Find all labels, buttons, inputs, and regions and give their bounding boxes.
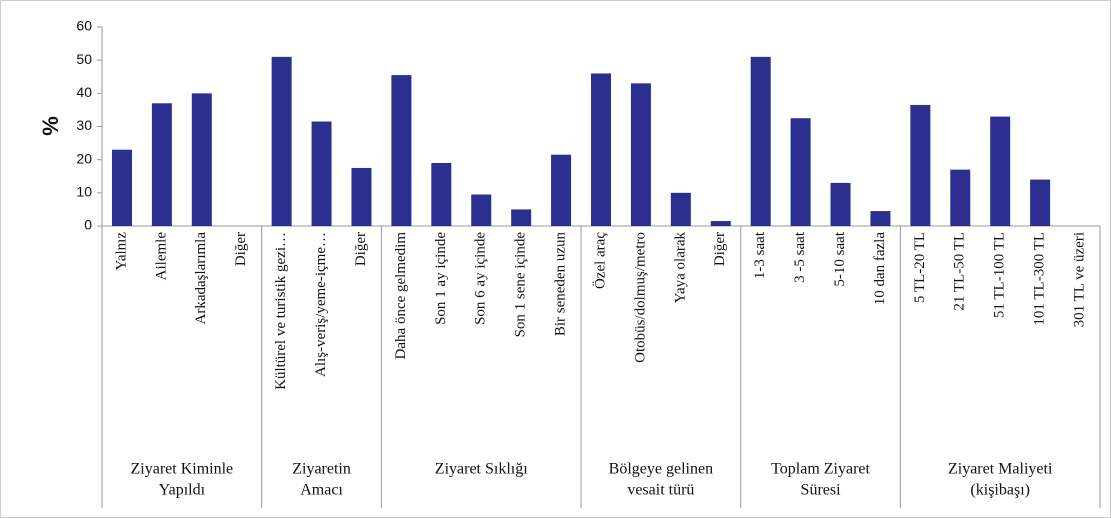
bar xyxy=(191,93,212,226)
x-tick-label: Yalnız xyxy=(113,232,129,271)
group-label: Ziyaretin xyxy=(292,461,351,478)
bar xyxy=(271,56,292,226)
x-tick-label: 1-3 saat xyxy=(752,231,768,279)
bar xyxy=(630,83,651,226)
bar xyxy=(591,73,611,226)
x-tick-label: Alış-veriş/yeme-içme… xyxy=(313,232,329,377)
group-label: Ziyaret Sıklığı xyxy=(435,461,528,478)
bar xyxy=(910,104,931,226)
group-label: Yapıldı xyxy=(159,482,206,499)
bar xyxy=(710,221,731,226)
x-tick-label: 301 TL ve üzeri xyxy=(1071,232,1087,327)
bar xyxy=(950,169,971,226)
x-tick-label: Bir seneden uzun xyxy=(553,232,569,337)
x-tick-label: Özel araç xyxy=(591,232,608,289)
y-tick-label: 10 xyxy=(76,184,92,200)
bar xyxy=(431,162,452,226)
x-tick-label: Kültürel ve turistik gezi… xyxy=(273,232,289,390)
y-tick-label: 20 xyxy=(76,150,92,166)
bar xyxy=(471,194,492,226)
bar xyxy=(511,209,532,226)
bar xyxy=(1030,179,1051,226)
x-tick-label: 101 TL-300 TL xyxy=(1032,232,1048,326)
x-tick-label: 10 dan fazla xyxy=(872,232,888,306)
bar xyxy=(750,56,771,226)
bar xyxy=(870,211,891,226)
x-tick-label: Diğer xyxy=(712,232,728,266)
bar xyxy=(790,118,811,226)
bar xyxy=(551,154,572,226)
group-label: Toplam Ziyaret xyxy=(771,461,870,478)
x-tick-label: Arkadaşlarımla xyxy=(193,232,209,325)
x-tick-label: 51 TL-100 TL xyxy=(992,232,1008,318)
y-tick-label: 60 xyxy=(76,18,92,34)
x-tick-label: 3 -5 saat xyxy=(792,231,808,283)
bar xyxy=(391,75,412,226)
group-label: (kişibaşı) xyxy=(970,482,1030,499)
x-tick-label: Diğer xyxy=(353,232,369,266)
x-tick-label: Daha önce gelmedim xyxy=(393,232,409,360)
x-tick-label: 5-10 saat xyxy=(832,231,848,286)
y-tick-label: 40 xyxy=(76,84,92,100)
group-label: Ziyaret Maliyeti xyxy=(948,461,1053,478)
bar xyxy=(670,192,691,226)
x-tick-label: 21 TL-50 TL xyxy=(952,232,968,311)
y-axis-label: % xyxy=(38,116,63,136)
x-tick-label: 5 TL-20 TL xyxy=(912,232,928,303)
x-tick-label: Otobüs/dolmuş/metro xyxy=(632,232,648,363)
x-tick-label: Yaya olarak xyxy=(672,232,688,304)
x-tick-label: Diğer xyxy=(233,232,249,266)
bar xyxy=(830,182,851,226)
bar xyxy=(151,103,172,226)
bar xyxy=(311,121,332,226)
bar xyxy=(351,167,372,226)
x-tick-label: Son 1 ay içinde xyxy=(433,232,449,325)
group-label: Bölgeye gelinen xyxy=(609,461,713,478)
x-tick-label: Ailemle xyxy=(153,232,169,281)
group-label: Ziyaret Kiminle xyxy=(131,461,234,478)
group-label: Süresi xyxy=(801,482,842,499)
y-tick-label: 50 xyxy=(76,51,92,67)
group-label: vesait türü xyxy=(627,482,694,499)
x-tick-label: Son 1 sene içinde xyxy=(513,232,529,338)
y-tick-label: 30 xyxy=(76,117,92,133)
group-label: Amacı xyxy=(300,482,343,499)
bar xyxy=(990,116,1011,226)
x-tick-label: Son 6 ay içinde xyxy=(473,232,489,325)
bar xyxy=(111,149,132,226)
y-tick-label: 0 xyxy=(84,217,92,233)
